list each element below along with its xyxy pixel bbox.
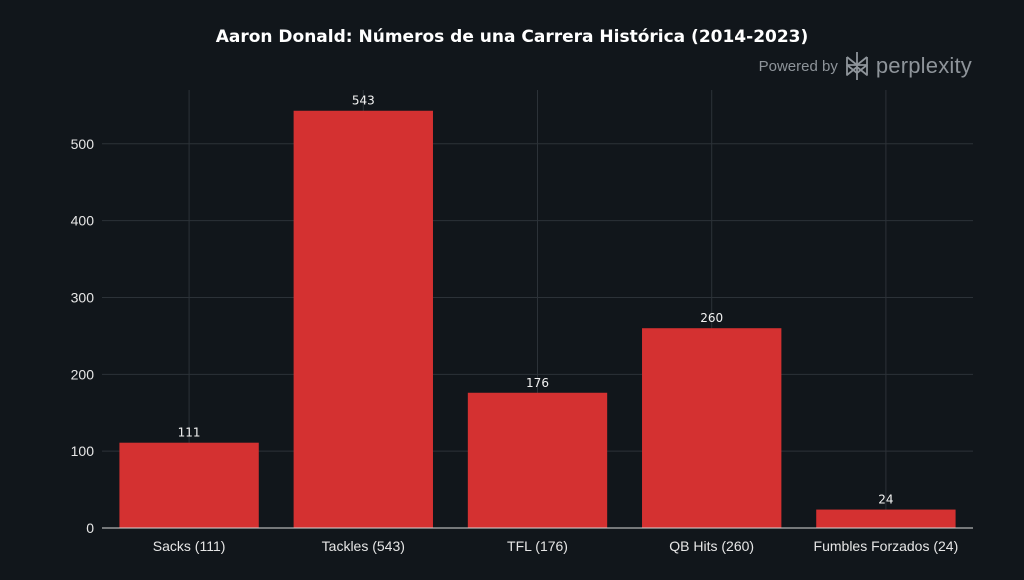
perplexity-logo-icon	[845, 52, 868, 80]
x-tick-label: Fumbles Forzados (24)	[814, 538, 959, 554]
y-tick-label: 400	[71, 213, 95, 229]
grid	[102, 90, 973, 528]
bar	[293, 110, 433, 528]
x-tick-label: Sacks (111)	[153, 538, 226, 554]
x-tick-label: QB Hits (260)	[669, 538, 754, 554]
bar	[642, 328, 782, 528]
chart-title: Aaron Donald: Números de una Carrera His…	[216, 27, 809, 47]
axes: 0 100 200 300 400 500 Sacks (111) Tackles (543)…	[71, 136, 973, 554]
y-tick-label: 300	[71, 289, 95, 305]
bars	[119, 110, 956, 528]
y-tick-label: 100	[71, 443, 95, 459]
powered-by-watermark: Powered by perplexity	[759, 51, 972, 81]
data-label: 111	[178, 426, 201, 440]
bar	[467, 392, 608, 528]
x-tick-label: Tackles (543)	[322, 538, 405, 554]
powered-by-text: Powered by	[758, 57, 838, 75]
y-tick-label: 0	[86, 520, 94, 536]
bar	[816, 509, 956, 528]
x-tick-label: TFL (176)	[507, 538, 568, 554]
bar	[119, 442, 259, 528]
data-labels: 111 543 176 260 24	[178, 94, 894, 507]
data-label: 260	[700, 311, 723, 325]
perplexity-brand-text: perplexity	[875, 53, 972, 78]
y-tick-label: 200	[71, 366, 95, 382]
y-tick-label: 500	[71, 136, 95, 152]
data-label: 543	[352, 94, 375, 108]
data-label: 24	[878, 493, 893, 507]
data-label: 176	[526, 376, 549, 390]
